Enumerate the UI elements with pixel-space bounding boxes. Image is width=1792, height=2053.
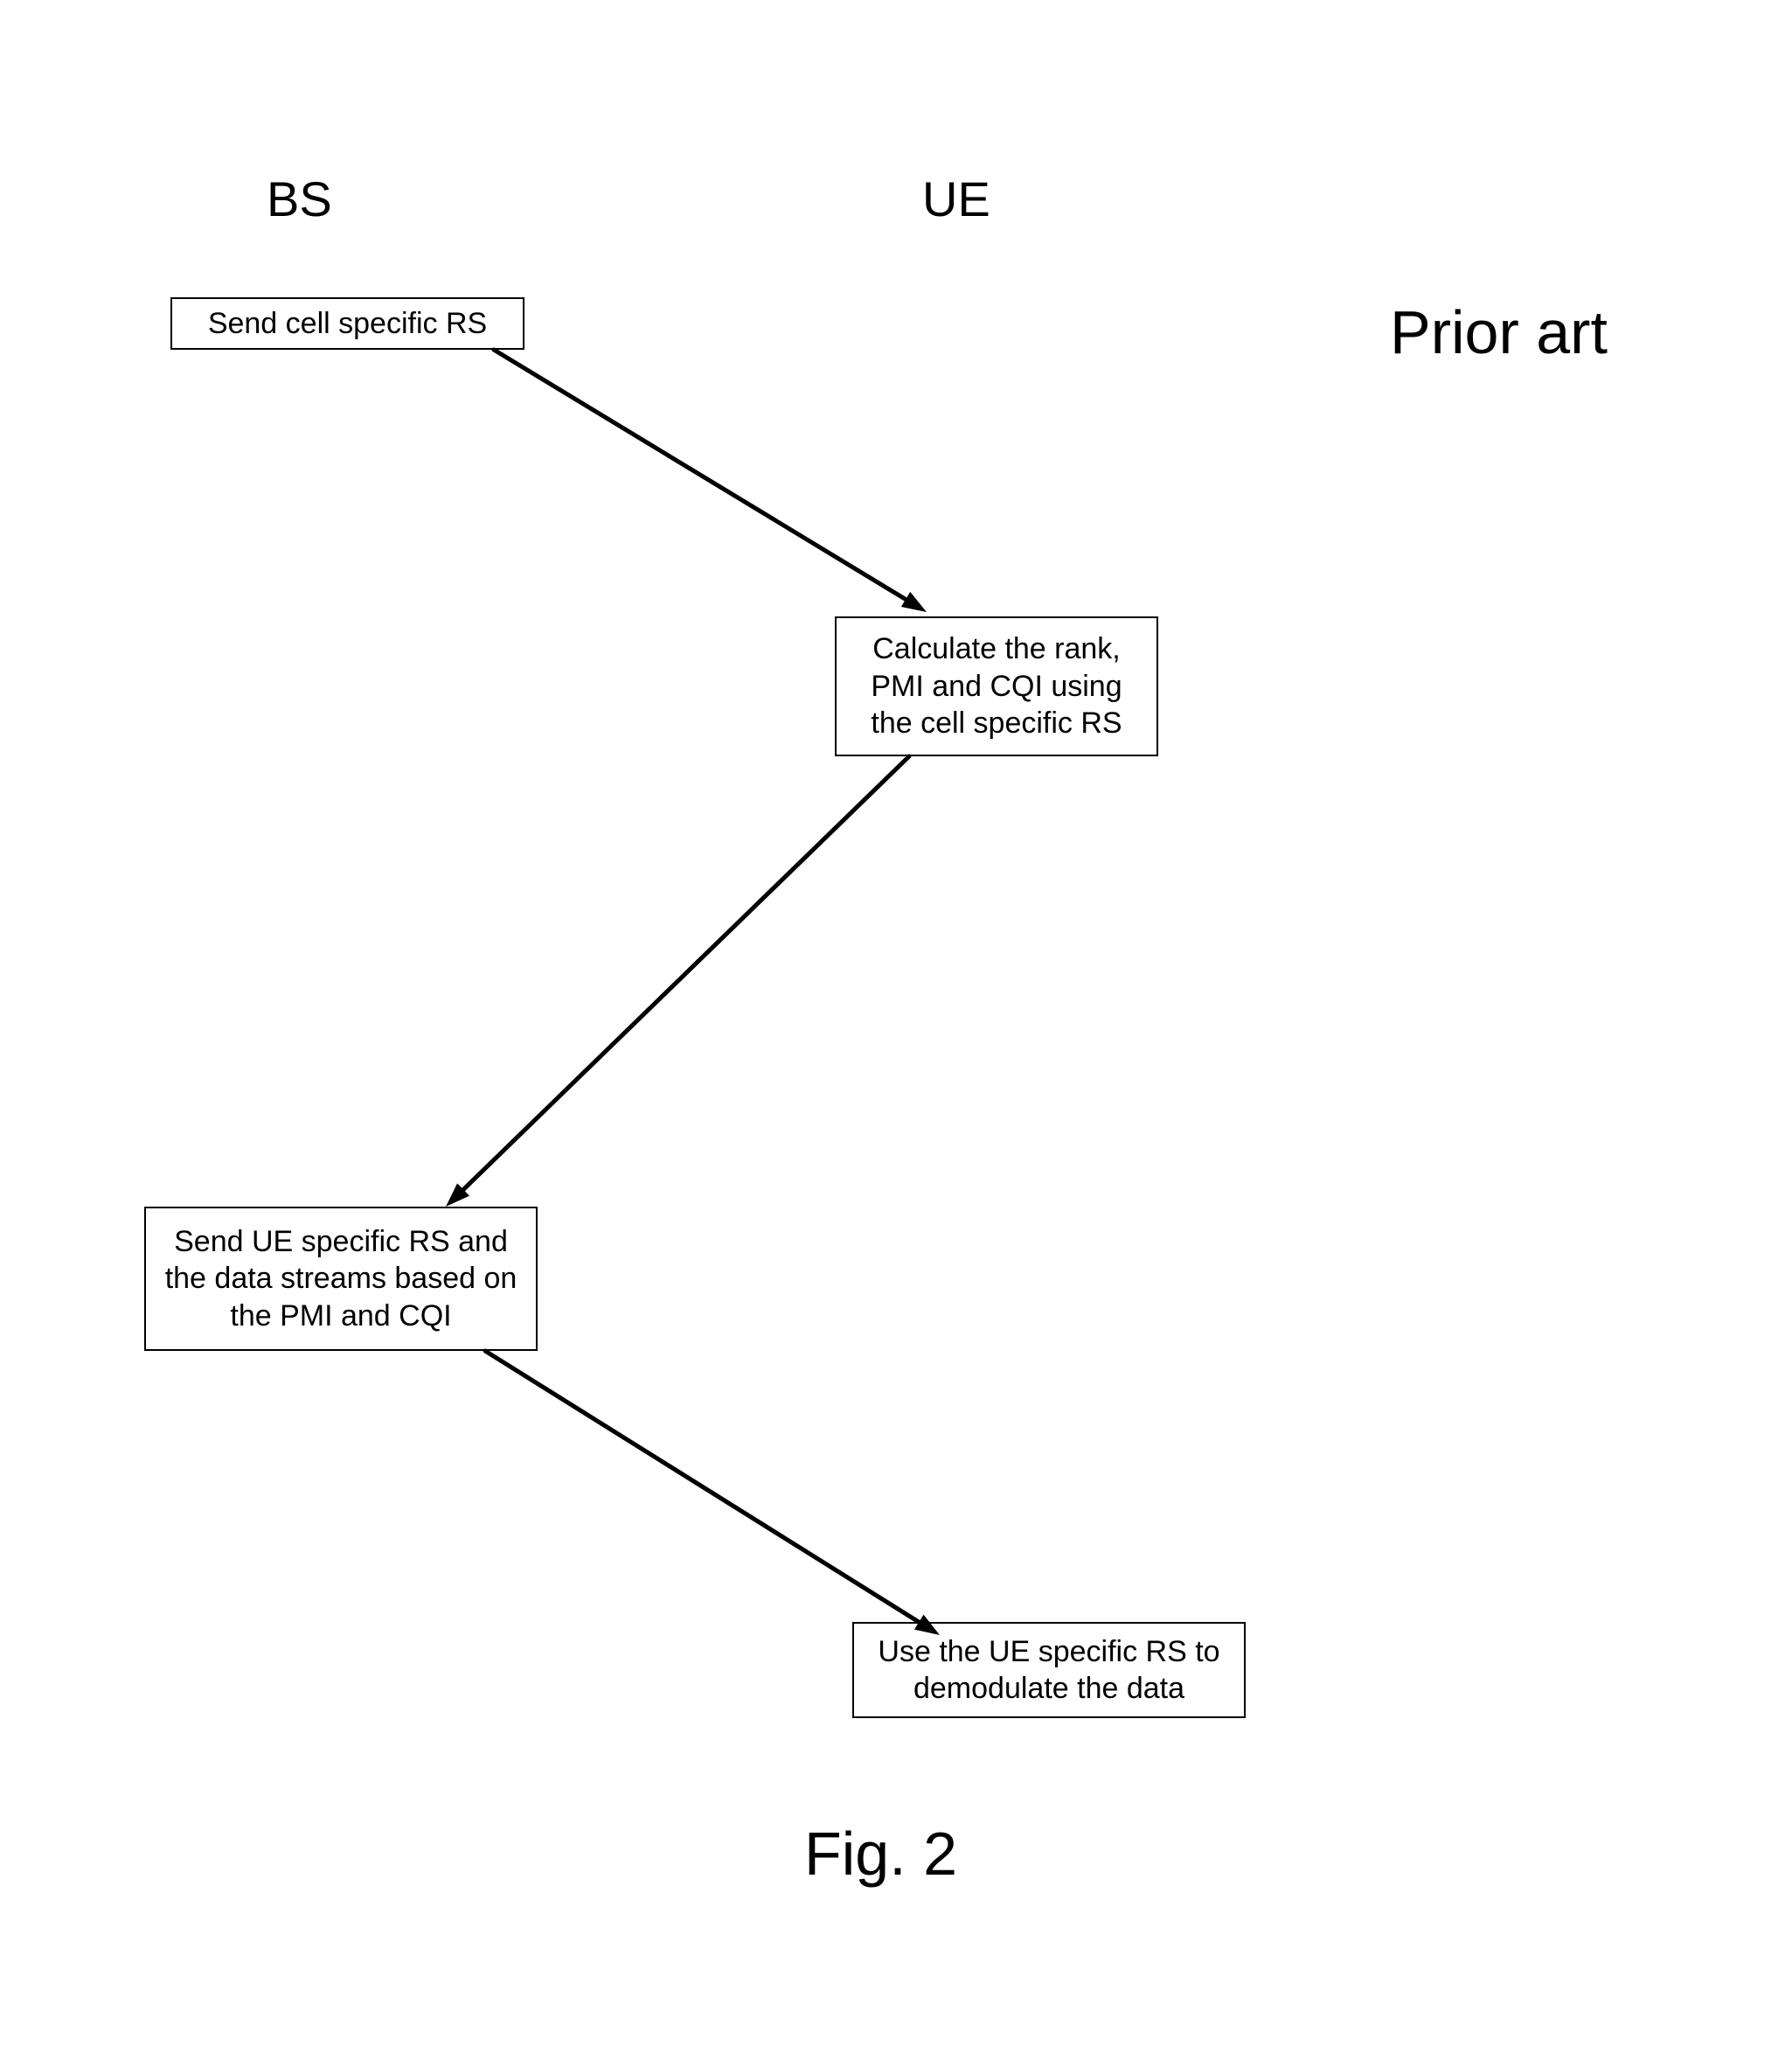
node-send-cell-specific-rs: Send cell specific RS [170,297,524,350]
node-text: Send UE specific RS and the data streams… [158,1223,524,1335]
node-text: Calculate the rank, PMI and CQI using th… [849,630,1144,742]
node-text: Use the UE specific RS to demodulate the… [866,1633,1232,1708]
node-text: Send cell specific RS [208,305,487,343]
figure-caption: Fig. 2 [804,1819,957,1889]
node-send-ue-specific-rs: Send UE specific RS and the data streams… [144,1207,538,1351]
diagram-canvas: BS UE Prior art Send cell specific RS Ca… [0,0,1792,2053]
node-calculate-rank: Calculate the rank, PMI and CQI using th… [835,616,1158,756]
bs-heading: BS [267,171,332,227]
ue-heading: UE [922,171,990,227]
node-demodulate: Use the UE specific RS to demodulate the… [852,1622,1246,1718]
prior-art-label: Prior art [1390,297,1608,367]
